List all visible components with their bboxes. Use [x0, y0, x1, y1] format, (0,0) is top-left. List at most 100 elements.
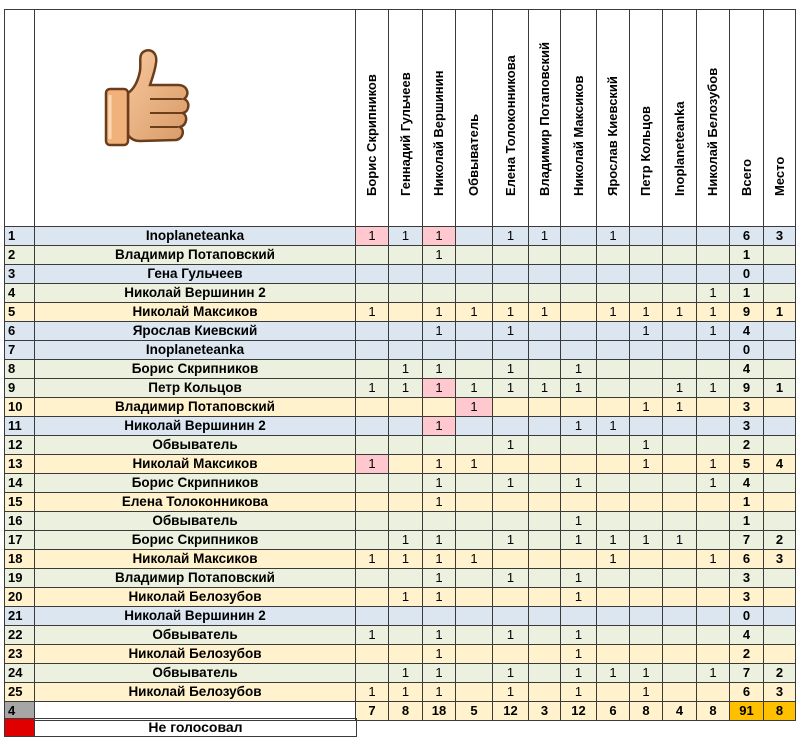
footer-name-cell [35, 702, 356, 721]
column-header: Николай Максиков [561, 9, 597, 227]
row-name: Обвыватель [35, 664, 356, 683]
row-number: 9 [4, 379, 35, 398]
vote-cell: 1 [529, 379, 561, 398]
vote-cell [423, 512, 456, 531]
row-name: Ярослав Киевский [35, 322, 356, 341]
vote-cell [389, 284, 423, 303]
vote-cell: 1 [597, 227, 630, 246]
vote-cell [356, 607, 389, 626]
row-place: 2 [764, 531, 796, 550]
vote-cell [356, 588, 389, 607]
vote-cell [697, 512, 730, 531]
vote-cell: 1 [493, 569, 529, 588]
vote-cell [597, 265, 630, 284]
vote-cell [630, 626, 663, 645]
vote-cell: 1 [493, 626, 529, 645]
vote-cell [630, 588, 663, 607]
vote-cell [493, 645, 529, 664]
vote-cell [597, 246, 630, 265]
vote-cell [561, 322, 597, 341]
row-total: 3 [730, 569, 764, 588]
vote-cell [561, 398, 597, 417]
vote-cell: 1 [697, 379, 730, 398]
row-place: 1 [764, 303, 796, 322]
vote-cell [493, 455, 529, 474]
vote-cell [389, 455, 423, 474]
vote-cell: 1 [423, 588, 456, 607]
vote-cell [630, 360, 663, 379]
vote-cell [389, 569, 423, 588]
voting-table: Борис Скрипников Геннадий Гульчеев Николай… [4, 9, 796, 721]
vote-cell [697, 588, 730, 607]
row-total: 0 [730, 341, 764, 360]
vote-cell [389, 265, 423, 284]
vote-cell: 1 [561, 379, 597, 398]
grand-total: 91 [730, 702, 764, 721]
row-name: Inoplaneteanka [35, 227, 356, 246]
vote-cell: 1 [630, 683, 663, 702]
row-number: 13 [4, 455, 35, 474]
vote-cell [561, 607, 597, 626]
legend-label: Не голосовал [35, 718, 357, 737]
row-number: 17 [4, 531, 35, 550]
column-header-label: Елена Толоконникова [502, 55, 518, 196]
vote-cell: 1 [389, 379, 423, 398]
column-total: 7 [356, 702, 389, 721]
vote-cell: 1 [561, 474, 597, 493]
grand-place: 8 [764, 702, 796, 721]
row-place [764, 398, 796, 417]
vote-cell: 1 [597, 531, 630, 550]
vote-cell: 1 [561, 512, 597, 531]
vote-cell [630, 284, 663, 303]
vote-cell [389, 493, 423, 512]
vote-cell [597, 474, 630, 493]
vote-cell [493, 550, 529, 569]
row-name: Inoplaneteanka [35, 341, 356, 360]
column-total: 18 [423, 702, 456, 721]
vote-cell: 1 [493, 683, 529, 702]
vote-cell [597, 626, 630, 645]
row-place [764, 246, 796, 265]
row-name: Владимир Потаповский [35, 569, 356, 588]
vote-cell [697, 493, 730, 512]
vote-cell [356, 436, 389, 455]
vote-cell [561, 493, 597, 512]
vote-cell [493, 246, 529, 265]
vote-cell [389, 341, 423, 360]
vote-cell [663, 265, 697, 284]
vote-cell: 1 [356, 683, 389, 702]
vote-cell: 1 [423, 322, 456, 341]
row-total: 1 [730, 246, 764, 265]
row-place: 3 [764, 550, 796, 569]
vote-cell: 1 [423, 645, 456, 664]
row-number: 21 [4, 607, 35, 626]
vote-cell [356, 512, 389, 531]
row-name: Николай Белозубов [35, 645, 356, 664]
vote-cell [423, 398, 456, 417]
vote-cell [663, 550, 697, 569]
row-number: 16 [4, 512, 35, 531]
column-total: 8 [389, 702, 423, 721]
row-number: 3 [4, 265, 35, 284]
vote-cell [597, 360, 630, 379]
vote-cell [456, 246, 493, 265]
row-name: Елена Толоконникова [35, 493, 356, 512]
vote-cell [597, 455, 630, 474]
vote-cell: 1 [423, 360, 456, 379]
vote-cell: 1 [389, 227, 423, 246]
row-total: 7 [730, 664, 764, 683]
vote-cell [663, 683, 697, 702]
vote-cell: 1 [423, 303, 456, 322]
row-place [764, 436, 796, 455]
row-name: Николай Вершинин 2 [35, 284, 356, 303]
vote-cell: 1 [697, 303, 730, 322]
row-number: 20 [4, 588, 35, 607]
header-corner [4, 9, 35, 227]
row-total: 7 [730, 531, 764, 550]
vote-cell [597, 512, 630, 531]
row-total: 4 [730, 474, 764, 493]
column-header: Ярослав Киевский [597, 9, 630, 227]
vote-cell [456, 569, 493, 588]
vote-cell [630, 246, 663, 265]
row-name: Николай Белозубов [35, 683, 356, 702]
